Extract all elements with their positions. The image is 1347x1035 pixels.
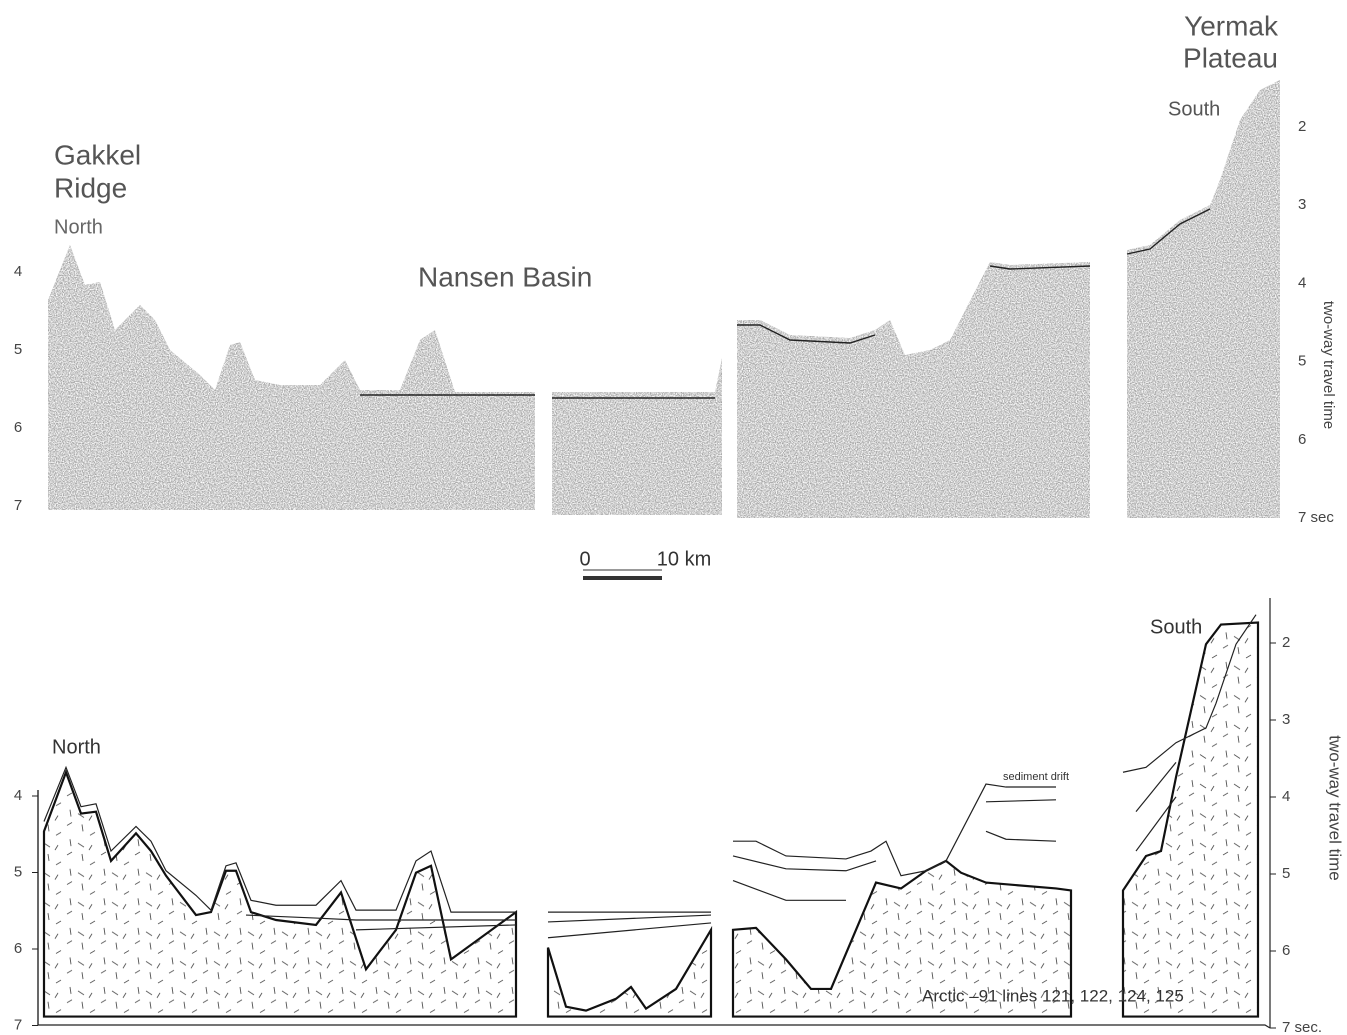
y-tick-label: 7: [14, 1016, 22, 1033]
figure: 0 10 km Gakkel Ridge North Nansen Basin …: [0, 0, 1347, 1035]
y-tick-label: 4: [1282, 788, 1290, 805]
y-tick-label: 4: [1298, 274, 1306, 291]
annotation: sediment drift: [1003, 771, 1069, 783]
y-tick-label: 6: [1298, 431, 1306, 448]
y-tick-label: 7 sec: [1298, 509, 1334, 526]
y-tick-label: 4: [14, 263, 22, 280]
direction-label: North: [52, 736, 101, 758]
caption: Arctic –91 lines 121, 122, 124, 125: [922, 986, 1184, 1005]
y-tick-label: 4: [14, 787, 22, 804]
y-tick-label: 6: [14, 419, 22, 436]
y-tick-label: 6: [14, 940, 22, 957]
y-tick-label: 6: [1282, 942, 1290, 959]
y-tick-label: 2: [1298, 118, 1306, 135]
direction-label: South: [1150, 616, 1202, 638]
basement: [44, 615, 1258, 1017]
y-tick-label: 7 sec.: [1282, 1019, 1322, 1035]
y-tick-label: 3: [1298, 196, 1306, 213]
direction-label: South: [1168, 98, 1220, 120]
direction-label: North: [54, 216, 103, 238]
y-tick-label: 5: [14, 863, 22, 880]
seismic-section: [48, 80, 1280, 518]
scale-start: 0: [579, 548, 590, 570]
scale-end: 10 km: [657, 548, 711, 570]
region-label: Ridge: [54, 172, 127, 203]
axis-title: two-way travel time: [1320, 301, 1337, 429]
region-label: Yermak: [1184, 10, 1279, 41]
y-tick-label: 7: [14, 497, 22, 514]
axis-title: two-way travel time: [1326, 735, 1345, 880]
region-label: Nansen Basin: [418, 261, 592, 292]
region-label: Plateau: [1183, 42, 1278, 73]
y-tick-label: 2: [1282, 634, 1290, 651]
y-tick-label: 3: [1282, 711, 1290, 728]
region-label: Gakkel: [54, 139, 141, 170]
y-tick-label: 5: [14, 341, 22, 358]
y-tick-label: 5: [1282, 865, 1290, 882]
y-tick-label: 5: [1298, 353, 1306, 370]
